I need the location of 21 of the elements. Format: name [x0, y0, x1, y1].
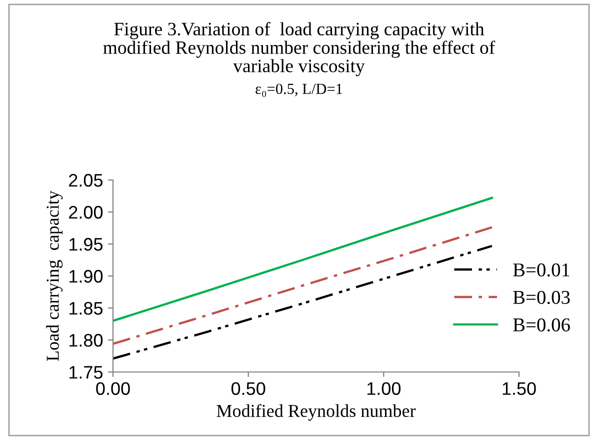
x-tick-label: 0.50 — [231, 382, 266, 395]
y-tick-label: 1.80 — [70, 334, 103, 347]
y-tick-label: 1.95 — [70, 238, 103, 251]
x-tick-label: 0.00 — [96, 382, 130, 395]
chart-subtitle: ε₀=0.5, L/D=1 — [256, 84, 342, 98]
y-tick-label: 2.05 — [69, 174, 103, 187]
x-axis-title: Modified Reynolds number — [216, 404, 416, 421]
y-axis-title: Load carrying capacity — [46, 190, 63, 361]
y-tick-label: 1.85 — [70, 302, 103, 315]
legend-label: B=0.03 — [513, 290, 570, 304]
legend-label: B=0.06 — [513, 318, 570, 332]
line-series — [113, 244, 494, 360]
line-series — [113, 196, 494, 322]
line-series — [113, 226, 494, 345]
y-tick-label: 1.75 — [70, 366, 103, 379]
legend-label: B=0.01 — [513, 263, 570, 277]
chart-title: Figure 3.Variation of load carrying capacity with modified Reynolds number considering the effect of variable viscosity — [103, 22, 496, 76]
y-tick-label: 2.00 — [69, 206, 103, 219]
x-tick-label: 1.00 — [367, 382, 401, 395]
x-tick-label: 1.50 — [502, 382, 536, 395]
y-tick-label: 1.90 — [70, 270, 103, 283]
